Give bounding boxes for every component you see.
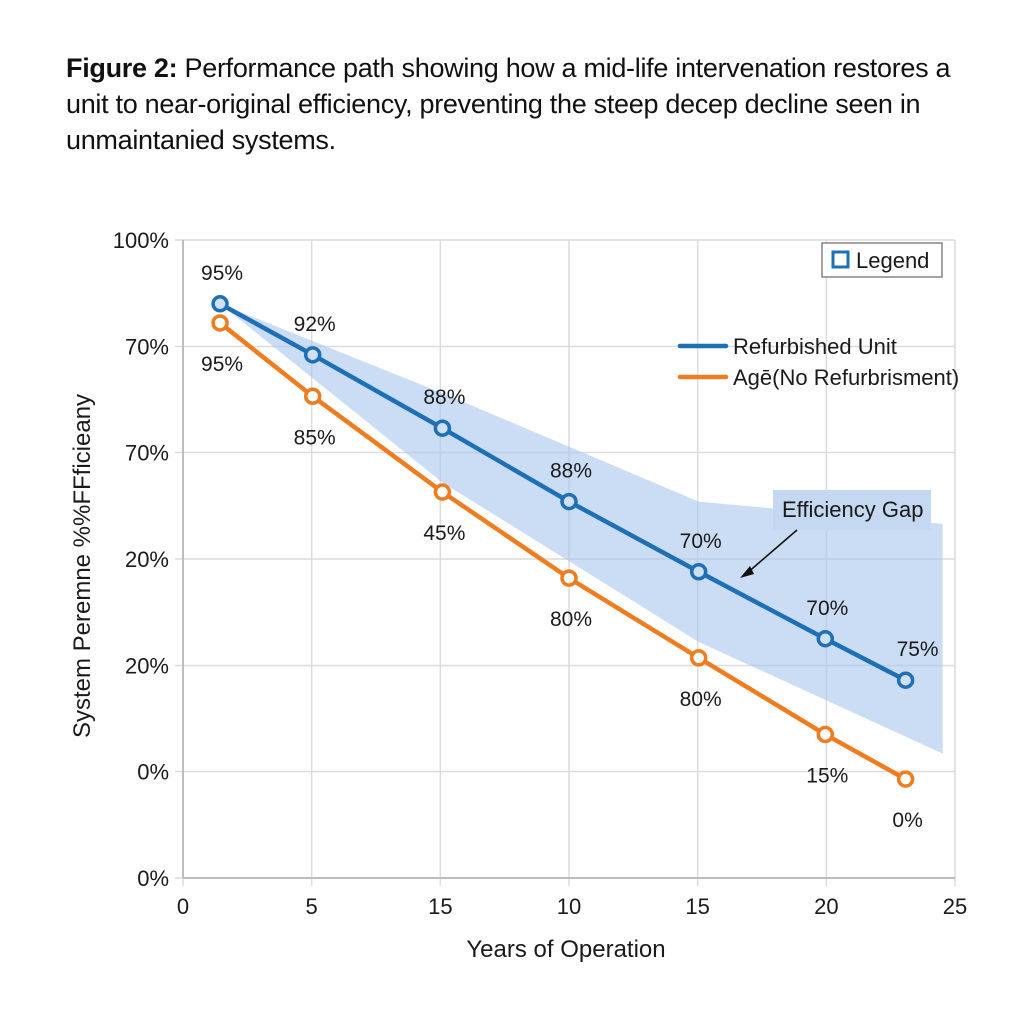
efficiency-gap-band — [220, 303, 943, 754]
legend-label-refurbished: Refurbished Unit — [733, 334, 897, 359]
data-label-refurbished: 70% — [806, 597, 848, 620]
legend-title: Legend — [856, 248, 929, 273]
y-tick-label: 100% — [113, 228, 169, 253]
figure-caption: Figure 2: Performance path showing how a… — [66, 50, 966, 158]
data-point-refurbished — [560, 492, 578, 511]
y-tick-label: 20% — [125, 547, 169, 572]
data-label-refurbished: 70% — [680, 530, 722, 553]
tick-labels: 100% 70% 70% 20% 20% 0% 0% 0 5 15 10 15 20 25 — [113, 228, 968, 919]
data-label-aged: 80% — [680, 688, 722, 711]
y-tick-label: 20% — [125, 654, 169, 679]
data-label-refurbished: 92% — [294, 313, 336, 336]
series-lines — [211, 295, 915, 788]
data-point-aged — [560, 569, 578, 587]
x-axis-title: Years of Operation — [466, 936, 665, 963]
efficiency-gap-annotation: Efficiency Gap — [740, 490, 931, 578]
data-point-aged — [689, 649, 708, 667]
annotation-arrow — [745, 529, 798, 575]
data-point-aged — [211, 314, 229, 332]
data-point-aged — [433, 483, 452, 501]
x-tick-label: 5 — [306, 894, 318, 919]
x-tick-label: 10 — [557, 894, 581, 919]
legend-label-aged: Agē(No Refurbrisment) — [733, 365, 959, 390]
y-tick-label: 0% — [137, 759, 169, 784]
y-tick-label: 70% — [125, 440, 169, 465]
data-label-aged: 15% — [806, 764, 848, 787]
legend-square-icon — [831, 250, 850, 269]
data-label-refurbished: 75% — [897, 638, 939, 661]
data-label-aged: 0% — [892, 809, 922, 832]
data-point-refurbished — [689, 563, 708, 581]
x-tick-label: 15 — [428, 894, 452, 919]
data-label-aged: 45% — [423, 522, 465, 545]
data-point-refurbished — [816, 630, 835, 648]
caption-text: Performance path showing how a mid-life … — [66, 53, 951, 155]
data-point-refurbished — [433, 419, 452, 437]
data-label-refurbished: 95% — [201, 262, 243, 285]
arrow-head-icon — [740, 566, 754, 578]
y-tick-label: 70% — [125, 335, 169, 360]
x-tick-label: 15 — [685, 894, 709, 919]
data-point-aged — [303, 387, 322, 406]
annotation-text: Efficiency Gap — [782, 497, 923, 522]
data-point-aged — [896, 770, 915, 788]
x-tick-label: 25 — [943, 894, 967, 919]
annotation-box — [773, 490, 931, 530]
data-point-refurbished — [303, 346, 322, 364]
axes — [182, 240, 955, 879]
y-tick-label: 0% — [137, 866, 169, 891]
y-axis-title: System Peremne %%FFficieany — [69, 394, 96, 738]
data-point-aged — [816, 725, 835, 744]
x-tick-label: 20 — [814, 894, 838, 919]
legend: Legend Refurbished Unit Agē(No Refurbris… — [677, 242, 959, 390]
data-label-aged: 95% — [201, 353, 243, 376]
data-labels: 95% 92% 88% 88% 70% 70% 75% 95% 85% 45% 80% 80% 15% 0… — [201, 262, 939, 832]
data-label-refurbished: 88% — [423, 386, 465, 409]
data-label-refurbished: 88% — [550, 460, 592, 483]
legend-box — [821, 242, 943, 278]
data-label-aged: 80% — [550, 608, 592, 631]
data-label-aged: 85% — [294, 426, 336, 449]
data-point-refurbished — [896, 671, 915, 689]
data-point-refurbished — [211, 295, 229, 313]
figure-number: Figure 2: — [66, 53, 178, 83]
efficiency-gap-area — [220, 303, 943, 754]
x-tick-label: 0 — [177, 894, 189, 919]
